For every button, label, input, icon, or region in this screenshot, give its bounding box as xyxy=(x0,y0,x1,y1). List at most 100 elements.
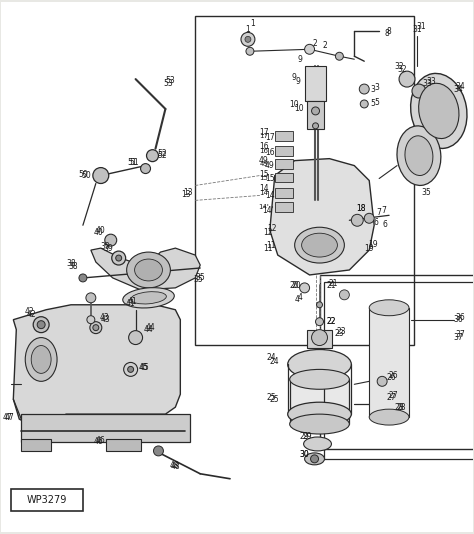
Text: 43: 43 xyxy=(101,315,110,324)
Text: 38: 38 xyxy=(68,262,78,271)
Polygon shape xyxy=(270,159,374,275)
Bar xyxy=(369,308,409,417)
Text: 17: 17 xyxy=(259,128,269,137)
Bar xyxy=(305,66,327,101)
Text: 11: 11 xyxy=(263,244,273,253)
Text: 30: 30 xyxy=(300,450,310,459)
Circle shape xyxy=(245,36,251,42)
Text: 14: 14 xyxy=(259,184,269,193)
Circle shape xyxy=(305,44,315,54)
Text: 1: 1 xyxy=(246,25,250,34)
Text: 9: 9 xyxy=(297,54,302,64)
Text: 8: 8 xyxy=(385,29,390,38)
Circle shape xyxy=(300,283,310,293)
Text: 28: 28 xyxy=(394,403,404,412)
Circle shape xyxy=(105,234,117,246)
Text: 21: 21 xyxy=(328,279,338,288)
Ellipse shape xyxy=(369,300,409,316)
Text: 36: 36 xyxy=(454,315,464,324)
Bar xyxy=(275,159,292,169)
Ellipse shape xyxy=(405,136,433,176)
Text: 52: 52 xyxy=(158,149,167,158)
Text: 53: 53 xyxy=(164,78,173,88)
Polygon shape xyxy=(13,305,180,439)
Text: 36: 36 xyxy=(456,313,465,322)
Bar xyxy=(275,189,292,199)
Text: 46: 46 xyxy=(94,437,104,446)
Ellipse shape xyxy=(25,337,57,381)
Text: 40: 40 xyxy=(94,227,104,237)
Text: 16: 16 xyxy=(259,148,268,154)
Text: 20: 20 xyxy=(292,281,301,290)
Text: 32: 32 xyxy=(394,62,404,70)
Text: 40: 40 xyxy=(96,226,106,235)
Text: 15: 15 xyxy=(259,170,269,179)
Text: 31: 31 xyxy=(416,22,426,31)
Circle shape xyxy=(128,366,134,372)
Circle shape xyxy=(93,168,109,184)
Text: 1: 1 xyxy=(251,19,255,28)
Text: 27: 27 xyxy=(388,391,398,400)
Text: 9: 9 xyxy=(291,73,296,82)
Text: 11: 11 xyxy=(266,241,275,249)
Text: 20: 20 xyxy=(290,281,300,290)
Text: 29: 29 xyxy=(300,433,310,442)
Text: 6: 6 xyxy=(374,218,379,227)
Bar xyxy=(275,172,292,183)
Text: 30: 30 xyxy=(300,450,310,459)
Circle shape xyxy=(311,329,328,345)
Text: 21: 21 xyxy=(327,281,336,290)
Text: 6: 6 xyxy=(383,220,388,229)
Circle shape xyxy=(364,213,374,223)
Text: 24: 24 xyxy=(267,353,277,362)
Text: 32: 32 xyxy=(397,65,407,74)
Ellipse shape xyxy=(127,252,170,288)
Circle shape xyxy=(79,274,87,282)
Text: 51: 51 xyxy=(130,158,139,167)
Text: 18: 18 xyxy=(356,204,366,213)
Circle shape xyxy=(141,163,151,174)
Text: 35: 35 xyxy=(193,276,203,285)
Circle shape xyxy=(33,317,49,333)
Ellipse shape xyxy=(31,345,51,373)
Text: 42: 42 xyxy=(25,307,34,316)
Text: 12: 12 xyxy=(267,224,276,233)
Text: 10: 10 xyxy=(289,100,299,109)
Text: 41: 41 xyxy=(126,299,136,308)
Circle shape xyxy=(316,318,323,326)
Text: 14': 14' xyxy=(262,206,273,215)
Circle shape xyxy=(351,214,363,226)
Bar xyxy=(195,17,414,344)
Circle shape xyxy=(112,251,126,265)
Text: 48: 48 xyxy=(171,462,180,472)
Text: 29: 29 xyxy=(303,433,312,442)
Bar xyxy=(21,439,51,451)
Text: 42: 42 xyxy=(27,310,36,319)
Bar xyxy=(307,329,332,348)
Circle shape xyxy=(360,100,368,108)
Ellipse shape xyxy=(288,402,351,426)
Text: 43: 43 xyxy=(100,313,109,322)
Bar xyxy=(106,439,141,451)
Text: 49: 49 xyxy=(265,161,274,170)
Text: 13: 13 xyxy=(183,188,193,197)
Text: 37: 37 xyxy=(456,330,465,339)
Circle shape xyxy=(146,150,158,162)
Bar xyxy=(275,146,292,155)
Text: 13: 13 xyxy=(182,190,191,199)
Text: 15: 15 xyxy=(259,175,268,180)
Text: 5: 5 xyxy=(375,98,380,107)
Text: 48: 48 xyxy=(170,461,179,470)
Text: 45: 45 xyxy=(139,363,148,372)
Text: 14': 14' xyxy=(258,205,269,210)
Ellipse shape xyxy=(290,414,349,434)
Text: 3: 3 xyxy=(371,84,375,93)
Ellipse shape xyxy=(123,288,174,308)
Bar xyxy=(275,202,292,213)
Text: 33: 33 xyxy=(422,78,432,88)
Text: 39: 39 xyxy=(104,244,114,253)
Text: 19: 19 xyxy=(365,244,374,253)
Ellipse shape xyxy=(135,259,163,281)
Circle shape xyxy=(377,376,387,386)
Ellipse shape xyxy=(304,437,331,451)
